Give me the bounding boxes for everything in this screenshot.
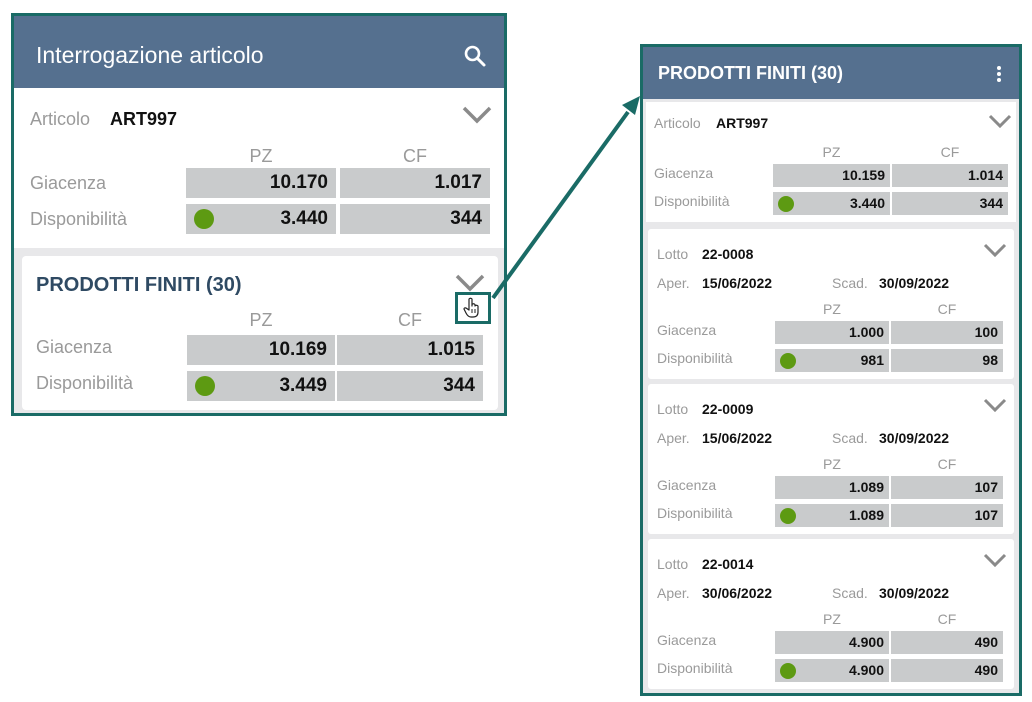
status-ok-icon (780, 663, 796, 679)
article-code: ART997 (716, 115, 769, 131)
col-header-pz: PZ (249, 310, 273, 330)
col-header-pz: PZ (822, 144, 841, 160)
col-header-pz: PZ (823, 301, 841, 317)
lot-number: 22-0008 (702, 246, 754, 262)
page-title: PRODOTTI FINITI (30) (658, 63, 844, 83)
col-header-pz: PZ (823, 611, 841, 627)
disponibilita-cf-value: 490 (891, 659, 1003, 682)
giacenza-label: Giacenza (657, 477, 717, 493)
lot-number: 22-0009 (702, 401, 754, 417)
article-label: Articolo (654, 115, 701, 131)
page-title: Interrogazione articolo (36, 42, 264, 68)
lot-label: Lotto (657, 246, 689, 262)
giacenza-cf-value: 1.017 (340, 168, 490, 198)
disponibilita-pz-value: 4.900 (775, 659, 889, 682)
article-card: Articolo ART997 PZ CF Giacenza 10.170 1.… (14, 88, 504, 248)
opening-date: 15/06/2022 (702, 275, 773, 291)
opening-date: 30/06/2022 (702, 585, 773, 601)
disponibilita-label: Disponibilità (657, 505, 733, 521)
status-ok-icon (778, 196, 794, 212)
lot-number: 22-0014 (702, 556, 754, 572)
disponibilita-cf-value: 344 (892, 192, 1008, 215)
expiry-date-label: Scad. (832, 275, 868, 291)
status-ok-icon (194, 209, 214, 229)
col-header-cf: CF (398, 310, 422, 330)
disponibilita-pz-value: 1.089 (775, 504, 889, 527)
app-header: Interrogazione articolo (14, 16, 504, 88)
giacenza-cf-value: 1.015 (337, 335, 483, 365)
disponibilita-label: Disponibilità (30, 209, 128, 229)
disponibilita-cf-value: 344 (337, 371, 483, 401)
col-header-pz: PZ (249, 146, 273, 166)
disponibilita-label: Disponibilità (657, 350, 733, 366)
lot-card[interactable]: Lotto 22-0014 Aper. 30/06/2022 Scad. 30/… (648, 539, 1014, 689)
chevron-down-icon[interactable] (983, 553, 1007, 567)
lot-label: Lotto (657, 556, 689, 572)
disponibilita-label: Disponibilità (654, 193, 730, 209)
giacenza-label: Giacenza (30, 173, 107, 193)
giacenza-pz-value: 10.169 (187, 335, 335, 365)
giacenza-cf-value: 107 (891, 476, 1003, 499)
expiry-date: 30/09/2022 (879, 275, 950, 291)
giacenza-pz-value: 1.000 (775, 321, 889, 344)
search-icon[interactable] (463, 44, 487, 68)
giacenza-pz-value: 10.170 (186, 168, 336, 198)
disponibilita-pz-value: 3.440 (773, 192, 890, 215)
app-header: PRODOTTI FINITI (30) (643, 47, 1019, 99)
article-query-screen: Interrogazione articolo Articolo ART997 … (11, 13, 507, 416)
giacenza-pz-value: 1.089 (775, 476, 889, 499)
opening-date-label: Aper. (657, 430, 690, 446)
disponibilita-cf-value: 344 (340, 204, 490, 234)
opening-date: 15/06/2022 (702, 430, 773, 446)
giacenza-cf-value: 490 (891, 631, 1003, 654)
col-header-cf: CF (937, 301, 957, 317)
giacenza-label: Giacenza (657, 632, 717, 648)
article-card: Articolo ART997 PZ CF Giacenza 10.159 1.… (646, 102, 1016, 222)
disponibilita-label: Disponibilità (36, 373, 134, 393)
hand-pointer-icon (463, 297, 479, 318)
status-ok-icon (780, 353, 796, 369)
status-ok-icon (195, 376, 215, 396)
giacenza-pz-value: 10.159 (773, 164, 890, 187)
opening-date-label: Aper. (657, 585, 690, 601)
expiry-date: 30/09/2022 (879, 430, 950, 446)
expiry-date-label: Scad. (832, 430, 868, 446)
more-vert-icon[interactable] (995, 65, 1003, 83)
expiry-date: 30/09/2022 (879, 585, 950, 601)
warehouse-card[interactable]: PRODOTTI FINITI (30) PZ CF Giacenza 10.1… (22, 256, 498, 410)
disponibilita-cf-value: 107 (891, 504, 1003, 527)
lot-label: Lotto (657, 401, 689, 417)
article-code: ART997 (110, 109, 178, 129)
tap-highlight (455, 292, 491, 324)
giacenza-cf-value: 100 (891, 321, 1003, 344)
status-ok-icon (780, 508, 796, 524)
giacenza-label: Giacenza (654, 165, 714, 181)
chevron-down-icon[interactable] (983, 398, 1007, 412)
warehouse-title: PRODOTTI FINITI (30) (36, 274, 242, 296)
col-header-cf: CF (937, 456, 957, 472)
giacenza-cf-value: 1.014 (892, 164, 1008, 187)
chevron-down-icon[interactable] (983, 243, 1007, 257)
chevron-down-icon[interactable] (462, 106, 492, 124)
giacenza-label: Giacenza (657, 322, 717, 338)
article-label: Articolo (30, 109, 91, 129)
chevron-down-icon[interactable] (455, 274, 485, 292)
giacenza-label: Giacenza (36, 337, 113, 357)
giacenza-pz-value: 4.900 (775, 631, 889, 654)
warehouse-detail-screen: PRODOTTI FINITI (30) Articolo ART997 PZ … (640, 44, 1022, 696)
chevron-down-icon[interactable] (988, 114, 1012, 128)
lot-card[interactable]: Lotto 22-0008 Aper. 15/06/2022 Scad. 30/… (648, 229, 1014, 379)
lot-card[interactable]: Lotto 22-0009 Aper. 15/06/2022 Scad. 30/… (648, 384, 1014, 534)
disponibilita-cf-value: 98 (891, 349, 1003, 372)
disponibilita-label: Disponibilità (657, 660, 733, 676)
col-header-cf: CF (403, 146, 427, 166)
opening-date-label: Aper. (657, 275, 690, 291)
col-header-cf: CF (940, 144, 960, 160)
col-header-cf: CF (937, 611, 957, 627)
expiry-date-label: Scad. (832, 585, 868, 601)
col-header-pz: PZ (823, 456, 841, 472)
disponibilita-pz-value: 981 (775, 349, 889, 372)
